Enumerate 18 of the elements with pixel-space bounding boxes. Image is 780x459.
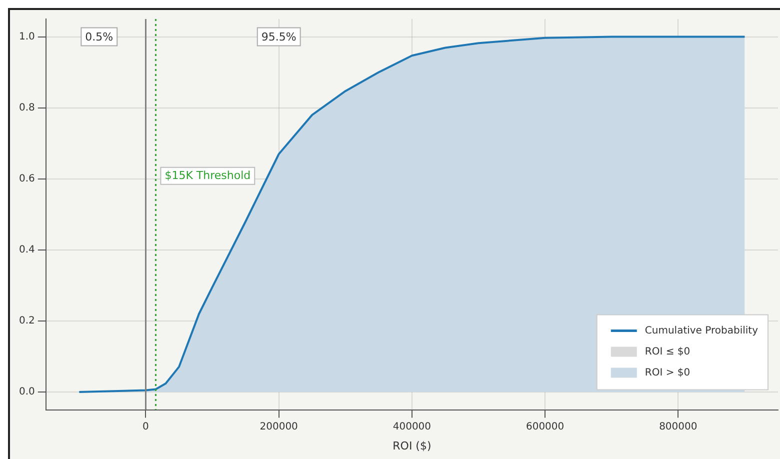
legend-label: ROI ≤ $0 [644, 346, 690, 358]
y-tick-label: 0.0 [18, 386, 35, 398]
legend-label: Cumulative Probability [644, 325, 758, 336]
annotation: 0.5% [85, 30, 114, 44]
y-tick-label: 1.0 [18, 31, 35, 42]
x-tick-label: 400000 [392, 421, 432, 432]
legend-label: ROI > $0 [644, 367, 690, 378]
y-tick-label: 0.4 [18, 244, 35, 256]
y-tick-label: 0.2 [18, 316, 35, 327]
ref-line-label: $15K Threshold [164, 169, 251, 182]
x-tick-label: 200000 [260, 421, 298, 432]
y-tick-label: 0.8 [18, 102, 35, 114]
annotation: 95.5% [261, 30, 296, 44]
x-tick-label: 800000 [659, 421, 698, 432]
x-axis-title: ROI ($) [392, 439, 432, 452]
x-tick-label: 600000 [526, 421, 564, 432]
x-tick-label: 0 [142, 421, 149, 432]
y-tick-label: 0.6 [18, 173, 35, 184]
